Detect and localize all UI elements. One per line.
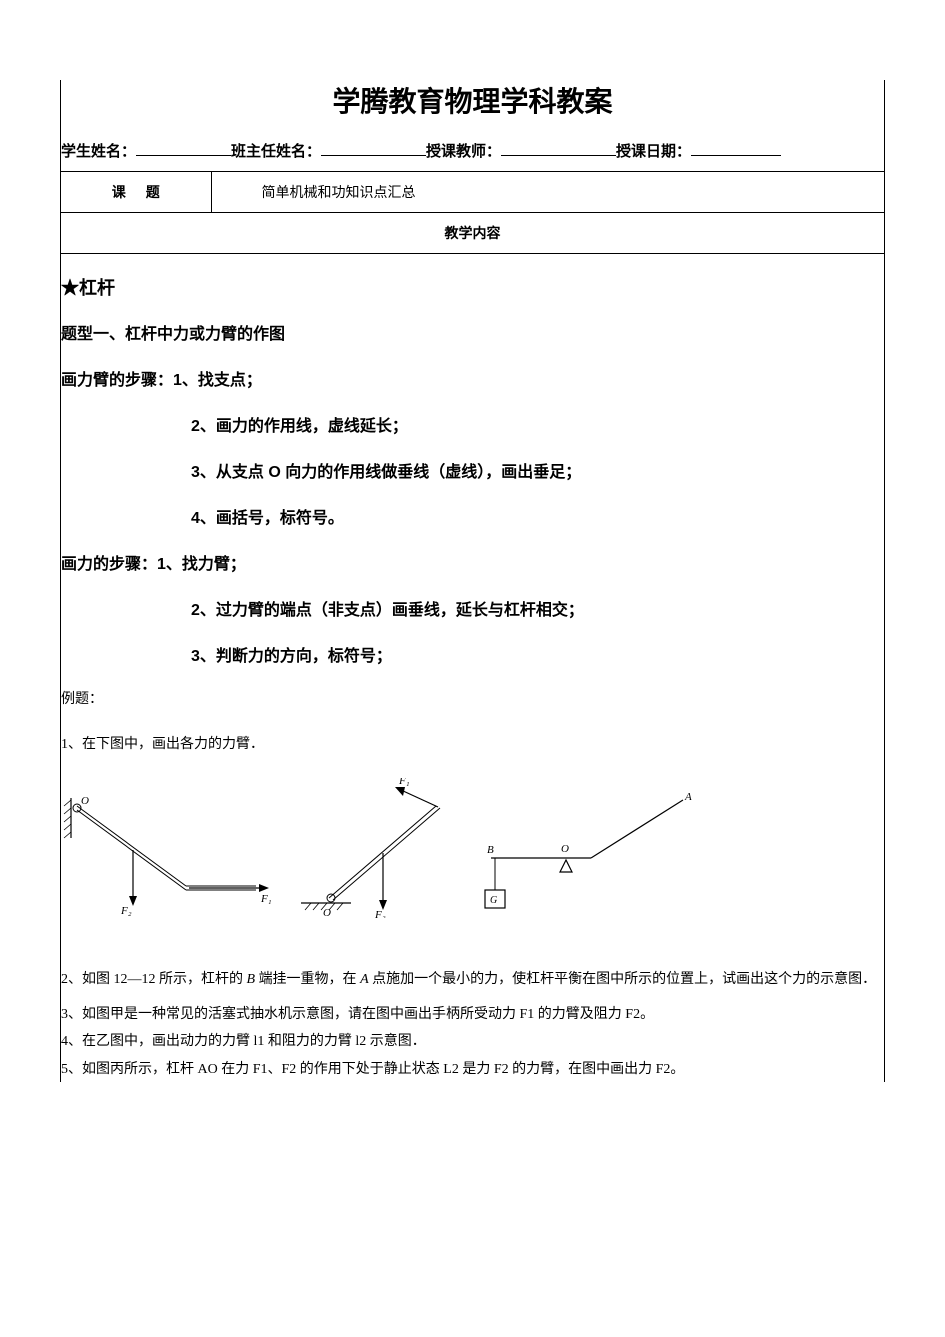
force-step-intro: 画力的步骤：1、找力臂； [61, 550, 884, 574]
header-table: 课题 简单机械和功知识点汇总 教学内容 [61, 171, 884, 254]
diagram-1: O F₂ F₁ [61, 788, 281, 923]
diagram-2: O F₁ F₂ [291, 778, 461, 923]
question-2: 2、如图 12—12 所示，杠杆的 B 端挂一重物，在 A 点施加一个最小的力，… [61, 963, 884, 997]
svg-text:A: A [684, 791, 692, 803]
lever-diagram-2-icon: O F₁ F₂ [291, 778, 461, 918]
section-star: ★杠杆 [61, 274, 884, 300]
headteacher-label: 班主任姓名： [231, 138, 426, 161]
question-5: 5、如图丙所示，杠杆 AO 在力 F1、F2 的作用下处于静止状态 L2 是力 … [61, 1057, 884, 1082]
question-4: 4、在乙图中，画出动力的力臂 l1 和阻力的力臂 l2 示意图． [61, 1029, 884, 1054]
content-label: 教学内容 [61, 213, 884, 254]
force-step-2: 2、过力臂的端点（非支点）画垂线，延长与杠杆相交； [61, 596, 884, 620]
svg-text:G: G [490, 895, 497, 906]
lever-diagram-1-icon: O F₂ F₁ [61, 788, 281, 918]
example-label: 例题： [61, 688, 884, 708]
svg-text:F₁: F₁ [398, 778, 410, 787]
topic-label: 课题 [61, 172, 211, 213]
arm-step-4: 4、画括号，标符号。 [61, 504, 884, 528]
question-1: 1、在下图中，画出各力的力臂． [61, 728, 884, 762]
topic-value: 简单机械和功知识点汇总 [211, 172, 884, 213]
info-row: 学生姓名： 班主任姓名： 授课教师： 授课日期： [61, 138, 884, 161]
force-step-3: 3、判断力的方向，标符号； [61, 642, 884, 666]
student-label: 学生姓名： [61, 138, 231, 161]
lever-diagram-3-icon: B A O G [471, 788, 701, 918]
svg-text:F₂: F₂ [120, 905, 132, 917]
diagram-3: B A O G [471, 788, 701, 923]
diagrams-row: O F₂ F₁ [61, 778, 884, 923]
svg-text:B: B [487, 844, 494, 856]
svg-text:F₁: F₁ [260, 893, 272, 905]
question-3: 3、如图甲是一种常见的活塞式抽水机示意图，请在图中画出手柄所受动力 F1 的力臂… [61, 1002, 884, 1027]
arm-step-2: 2、画力的作用线，虚线延长； [61, 412, 884, 436]
subheading: 题型一、杠杆中力或力臂的作图 [61, 320, 884, 344]
page-title: 学腾教育物理学科教案 [61, 80, 884, 120]
svg-text:O: O [561, 843, 569, 855]
svg-text:O: O [81, 795, 89, 807]
svg-text:F₂: F₂ [374, 909, 386, 918]
arm-step-intro: 画力臂的步骤：1、找支点； [61, 366, 884, 390]
teacher-label: 授课教师： [426, 138, 616, 161]
arm-step-3: 3、从支点 O 向力的作用线做垂线（虚线），画出垂足； [61, 458, 884, 482]
svg-text:O: O [323, 907, 331, 918]
date-label: 授课日期： [616, 138, 781, 161]
